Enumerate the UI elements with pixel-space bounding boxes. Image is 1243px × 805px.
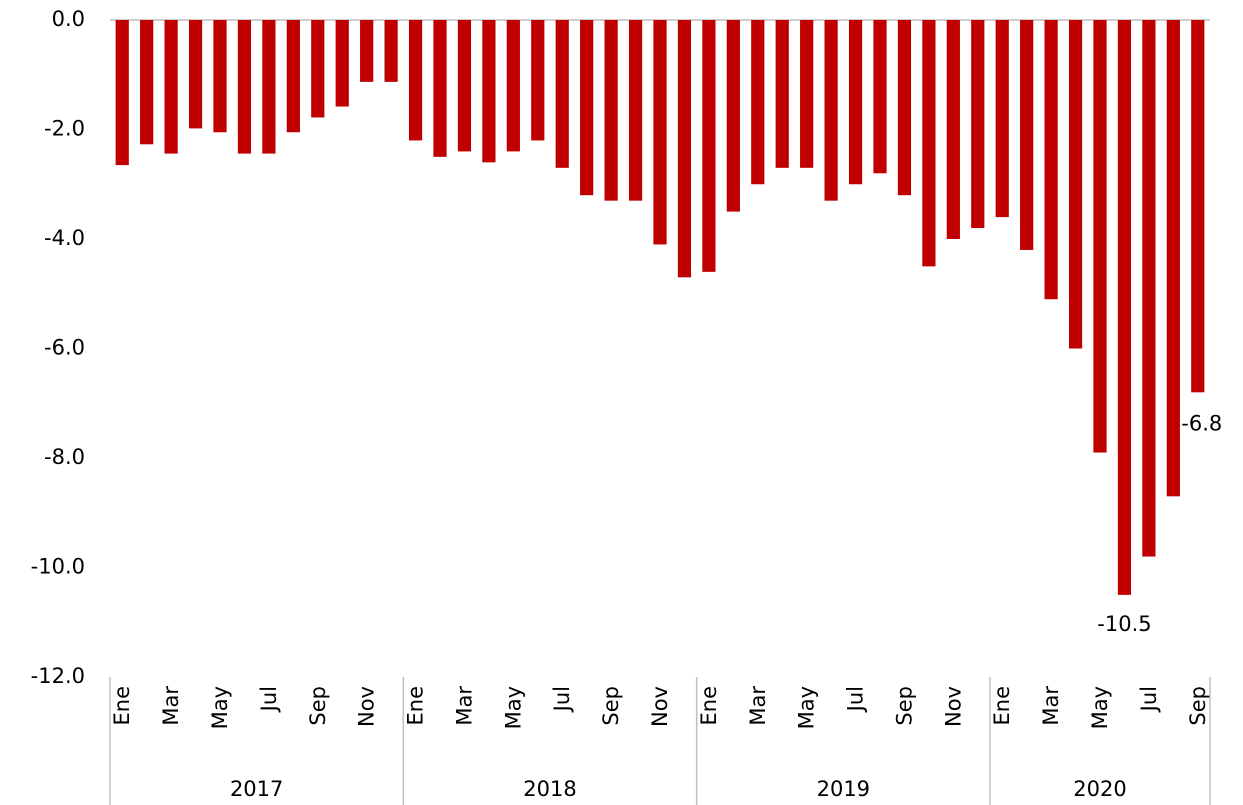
bar (506, 20, 520, 152)
bar (653, 20, 667, 245)
bar (482, 20, 496, 163)
x-tick-label: Sep (1186, 686, 1210, 726)
bar (775, 20, 789, 168)
x-tick-label: May (208, 686, 232, 729)
bar (213, 20, 227, 133)
bar (848, 20, 863, 185)
bar (555, 20, 569, 168)
bar (628, 20, 643, 201)
bar (115, 20, 129, 166)
x-tick-label: Jul (844, 686, 868, 713)
group-label: 2020 (1073, 777, 1126, 801)
x-tick-label: Mar (746, 686, 770, 726)
x-tick-label: Nov (355, 686, 379, 727)
bar (946, 20, 960, 239)
y-tick-label: -8.0 (44, 445, 85, 469)
bar (677, 20, 692, 278)
y-tick-label: -2.0 (44, 117, 85, 141)
y-tick-label: 0.0 (52, 7, 85, 31)
bar (1166, 20, 1180, 497)
bar (384, 20, 398, 82)
x-tick-label: May (795, 686, 819, 729)
bar (188, 20, 203, 129)
bar (897, 20, 912, 196)
bar (140, 20, 154, 145)
bar (408, 20, 423, 141)
bar (262, 20, 276, 154)
bar (873, 20, 887, 174)
y-tick-label: -12.0 (31, 664, 85, 688)
y-tick-label: -4.0 (44, 226, 85, 250)
bar (800, 20, 814, 168)
bar (433, 20, 447, 157)
bar (1093, 20, 1107, 453)
x-tick-label: Ene (697, 686, 721, 726)
x-tick-label: Sep (599, 686, 623, 726)
bar (1068, 20, 1083, 349)
bar (1020, 20, 1034, 250)
x-tick-label: Jul (257, 686, 281, 713)
bar (531, 20, 545, 141)
bar (1142, 20, 1156, 557)
x-tick-label: Mar (159, 686, 183, 726)
x-tick-label: Ene (990, 686, 1014, 726)
bar (457, 20, 472, 152)
bar (164, 20, 178, 154)
x-tick-label: Ene (110, 686, 134, 726)
data-label: -10.5 (1097, 612, 1151, 636)
x-tick-label: Jul (1137, 686, 1161, 713)
group-label: 2017 (230, 777, 283, 801)
bar (311, 20, 325, 118)
bar (1191, 20, 1205, 393)
bar (1044, 20, 1058, 300)
bar (702, 20, 716, 272)
x-tick-label: Nov (648, 686, 672, 727)
x-tick-label: Sep (892, 686, 916, 726)
x-tick-label: May (1088, 686, 1112, 729)
bar (360, 20, 374, 82)
x-tick-label: Mar (452, 686, 476, 726)
x-tick-label: Jul (550, 686, 574, 713)
bar (237, 20, 252, 154)
bar (824, 20, 838, 201)
bar (971, 20, 985, 229)
bar (335, 20, 349, 107)
bar (751, 20, 765, 185)
bar (726, 20, 740, 212)
bar (580, 20, 594, 196)
y-tick-label: -10.0 (31, 555, 85, 579)
bar (604, 20, 618, 201)
bar (286, 20, 300, 133)
group-label: 2018 (523, 777, 576, 801)
x-tick-label: Sep (306, 686, 330, 726)
x-tick-label: Nov (941, 686, 965, 727)
data-label: -6.8 (1181, 411, 1222, 435)
group-label: 2019 (817, 777, 870, 801)
x-tick-label: Mar (1039, 686, 1063, 726)
bar (1117, 20, 1132, 595)
x-tick-label: Ene (404, 686, 428, 726)
y-tick-label: -6.0 (44, 336, 85, 360)
bar (995, 20, 1009, 218)
x-tick-label: May (501, 686, 525, 729)
bar (922, 20, 936, 267)
